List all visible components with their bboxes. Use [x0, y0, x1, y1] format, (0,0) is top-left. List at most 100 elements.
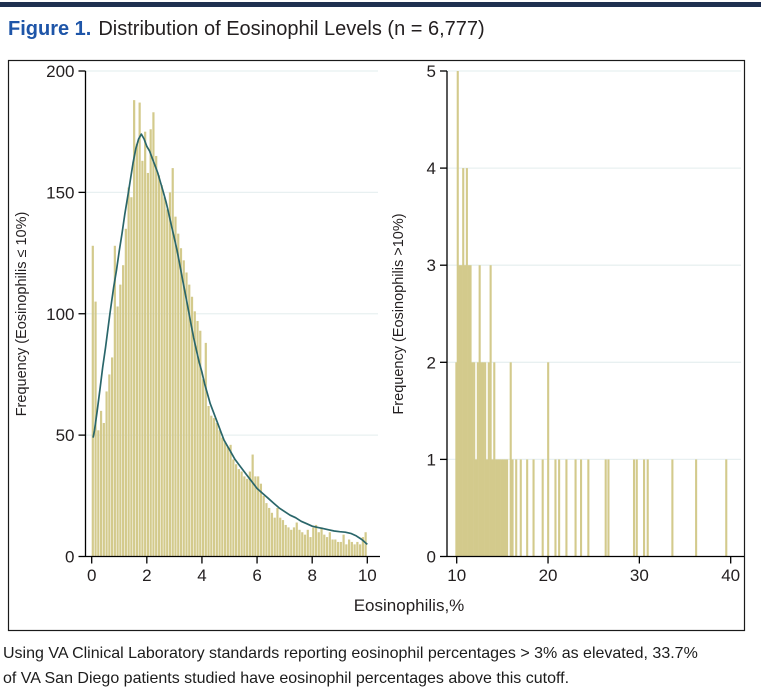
caption-line-2: of VA San Diego patients studied have eo… [3, 670, 570, 687]
y-tick-label: 0 [65, 548, 74, 567]
histogram-bar [190, 296, 194, 557]
histogram-bar [484, 362, 487, 557]
histogram-bar [257, 476, 260, 557]
histogram-bar [110, 357, 114, 557]
histogram-bar [482, 362, 485, 557]
histogram-bar [458, 265, 461, 557]
histogram-bar [632, 459, 636, 557]
histogram-bar [179, 248, 183, 557]
histogram-bar [317, 532, 320, 557]
histogram-bar [166, 209, 169, 557]
histogram-bar [301, 532, 304, 557]
x-tick-label: 6 [252, 566, 261, 585]
histogram-bar [353, 544, 356, 557]
histogram-bar [97, 430, 100, 557]
histogram-bar [268, 507, 271, 557]
histogram-bar [251, 454, 254, 557]
histogram-bar [237, 469, 240, 557]
histogram-bar [356, 541, 359, 557]
histogram-bar [177, 233, 180, 557]
histogram-bar [171, 168, 174, 557]
histogram-bar [364, 532, 367, 557]
y-tick-label: 3 [427, 256, 436, 275]
histogram-bar [473, 362, 476, 557]
histogram-bar [456, 71, 459, 557]
histogram-bar [141, 160, 144, 557]
histogram-bar [487, 362, 490, 557]
histogram-bar [149, 129, 152, 557]
figure-title-text: Distribution of Eosinophil Levels (n = 6… [98, 18, 485, 40]
histogram-bar [281, 520, 285, 557]
figure-caption: Using VA Clinical Laboratory standards r… [3, 641, 761, 691]
histogram-bar [243, 476, 246, 557]
histogram-bar [182, 260, 185, 557]
histogram-bar [215, 422, 218, 557]
histogram-bar [265, 503, 268, 557]
histogram-bar [334, 539, 337, 557]
histogram-bar [493, 362, 496, 557]
histogram-bar [541, 459, 544, 557]
histogram-bar [455, 362, 458, 557]
histogram-bar [144, 131, 147, 557]
density-curve [92, 133, 368, 546]
left-y-axis-title: Frequency (Eosinophilis ≤ 10%) [14, 212, 30, 417]
x-tick-label: 40 [721, 566, 740, 585]
histogram-bar [188, 284, 191, 557]
histogram-bar [671, 459, 674, 557]
histogram-bar [464, 265, 467, 557]
histogram-bar [725, 459, 728, 557]
histogram-bar [496, 459, 499, 557]
figure-title: Figure 1. Distribution of Eosinophil Leve… [8, 18, 485, 41]
histogram-bar [478, 265, 481, 557]
y-tick-label: 0 [427, 548, 436, 567]
histogram-bar [328, 532, 331, 557]
histogram-bar [336, 541, 340, 557]
histogram-bar [476, 362, 479, 557]
histogram-bar [502, 459, 505, 557]
histogram-bar [199, 330, 202, 557]
histogram-bar [232, 459, 235, 557]
histogram-bar [262, 495, 265, 557]
y-tick-label: 50 [56, 426, 75, 445]
left-panel: 0 50 100 150 200 0 2 4 6 8 10 Frequency (Eosinophil… [14, 62, 380, 585]
histogram-bar [604, 459, 607, 557]
histogram-bar [157, 175, 161, 557]
histogram-bar [506, 459, 509, 557]
histogram-bar [201, 379, 205, 557]
histogram-bar [558, 459, 561, 557]
histogram-bar [460, 265, 463, 557]
histogram-bar [515, 459, 518, 557]
histogram-bar [246, 478, 249, 557]
histogram-bar [574, 459, 577, 557]
histogram-bar [284, 524, 287, 557]
histogram-bar [168, 192, 172, 557]
histogram-bar [133, 100, 136, 557]
histogram-bar [273, 517, 276, 557]
histogram-bar [554, 459, 557, 557]
histogram-bar [218, 430, 221, 557]
histogram-bar [254, 476, 257, 557]
caption-line-1: Using VA Clinical Laboratory standards r… [3, 645, 698, 662]
histogram-bar [287, 527, 290, 557]
histogram-bar [467, 265, 470, 557]
histogram-bar [185, 272, 188, 557]
histogram-bar [526, 459, 529, 557]
x-tick-label: 4 [197, 566, 206, 585]
figure-number-label: Figure 1. [8, 18, 92, 40]
histogram-bar [309, 537, 312, 557]
histogram-bar [138, 102, 141, 557]
histogram-bar [292, 527, 296, 557]
histogram-bar [146, 172, 150, 557]
right-panel: 0 1 2 3 4 5 10 20 30 40 Frequency (Eosinophilis >1… [391, 62, 744, 585]
histogram-bar [270, 512, 274, 557]
left-histogram-bars [91, 100, 367, 557]
histogram-bar [221, 437, 224, 557]
histogram-bar [174, 216, 177, 557]
histogram-bar [469, 265, 472, 557]
histogram-bar [298, 529, 301, 557]
histogram-bar [489, 265, 492, 557]
histogram-bar [259, 483, 263, 557]
histogram-bar [580, 459, 583, 557]
